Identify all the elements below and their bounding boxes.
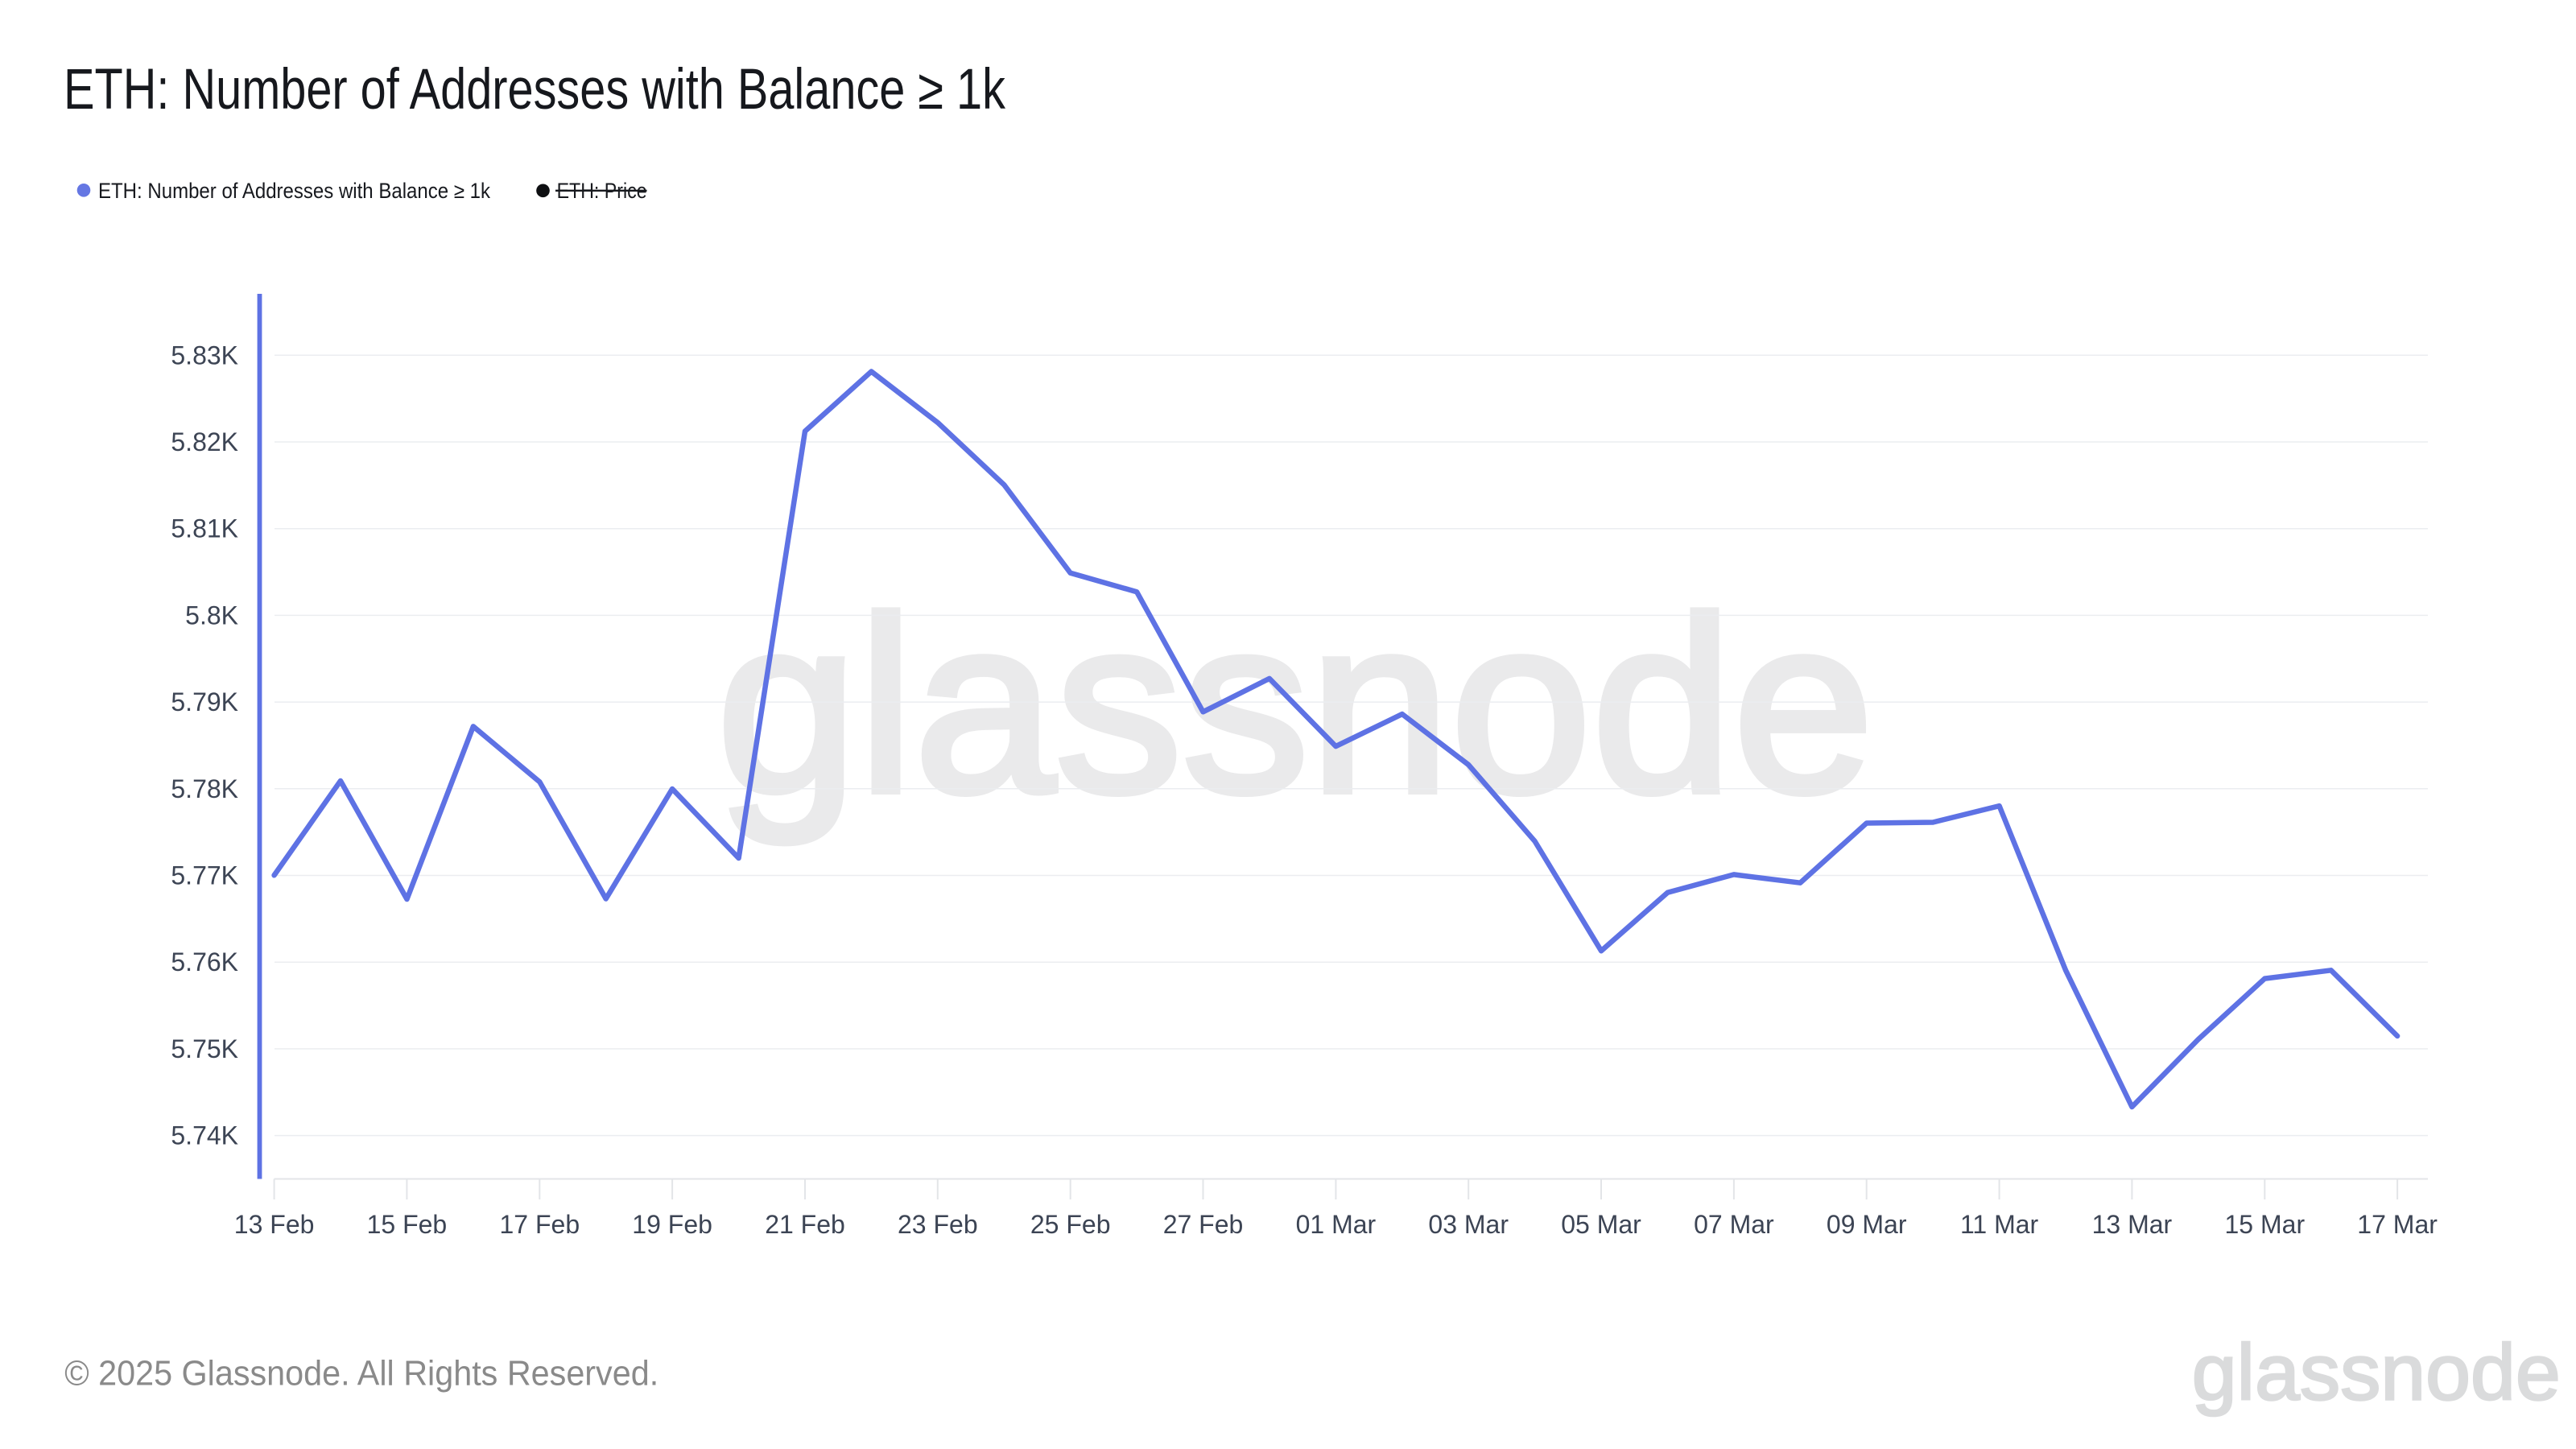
svg-text:glassnode: glassnode	[2192, 1328, 2561, 1417]
svg-text:5.79K: 5.79K	[171, 687, 238, 716]
svg-text:15 Feb: 15 Feb	[367, 1210, 448, 1239]
svg-text:25 Feb: 25 Feb	[1030, 1210, 1111, 1239]
svg-text:5.8K: 5.8K	[185, 601, 238, 630]
svg-text:03 Mar: 03 Mar	[1428, 1210, 1509, 1239]
svg-text:13 Mar: 13 Mar	[2092, 1210, 2173, 1239]
svg-text:5.75K: 5.75K	[171, 1034, 238, 1063]
svg-text:21 Feb: 21 Feb	[765, 1210, 845, 1239]
svg-text:5.83K: 5.83K	[171, 341, 238, 369]
svg-text:5.76K: 5.76K	[171, 947, 238, 976]
svg-text:19 Feb: 19 Feb	[632, 1210, 712, 1239]
svg-text:17 Feb: 17 Feb	[499, 1210, 580, 1239]
svg-text:07 Mar: 07 Mar	[1694, 1210, 1774, 1239]
svg-text:13 Feb: 13 Feb	[234, 1210, 315, 1239]
svg-text:17 Mar: 17 Mar	[2357, 1210, 2438, 1239]
svg-text:15 Mar: 15 Mar	[2225, 1210, 2306, 1239]
svg-text:5.82K: 5.82K	[171, 427, 238, 456]
svg-text:5.78K: 5.78K	[171, 774, 238, 803]
svg-text:23 Feb: 23 Feb	[898, 1210, 978, 1239]
svg-text:09 Mar: 09 Mar	[1827, 1210, 1907, 1239]
svg-text:© 2025 Glassnode. All Rights R: © 2025 Glassnode. All Rights Reserved.	[64, 1355, 658, 1393]
svg-text:5.81K: 5.81K	[171, 514, 238, 543]
svg-text:01 Mar: 01 Mar	[1296, 1210, 1377, 1239]
svg-text:ETH: Number of Addresses with: ETH: Number of Addresses with Balance ≥ …	[98, 179, 491, 203]
svg-text:11 Mar: 11 Mar	[1960, 1210, 2039, 1239]
svg-text:ETH: Number of Addresses with: ETH: Number of Addresses with Balance ≥ …	[64, 58, 1005, 122]
svg-text:5.74K: 5.74K	[171, 1121, 238, 1150]
svg-text:27 Feb: 27 Feb	[1163, 1210, 1244, 1239]
svg-text:5.77K: 5.77K	[171, 861, 238, 890]
svg-text:05 Mar: 05 Mar	[1561, 1210, 1641, 1239]
